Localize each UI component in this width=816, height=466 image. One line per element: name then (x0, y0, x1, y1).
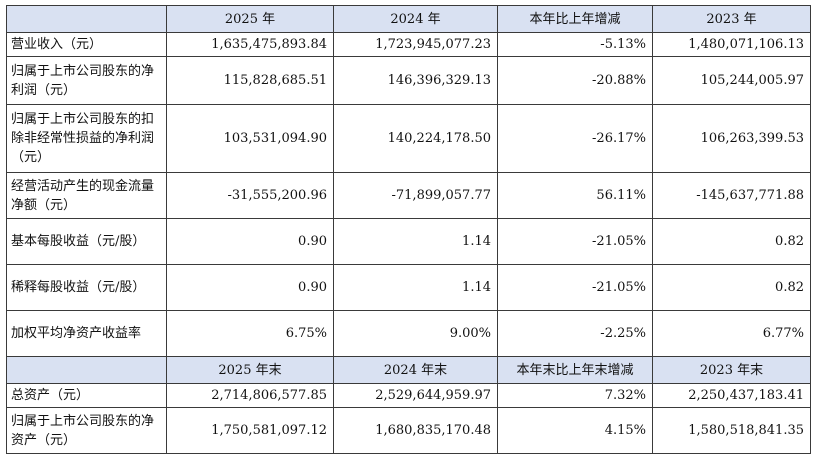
value-cell: 56.11% (497, 172, 653, 219)
value-cell: 2,529,644,959.97 (333, 383, 498, 408)
table-row: 基本每股收益（元/股） 0.90 1.14 -21.05% 0.82 (6, 218, 811, 265)
header-cell: 2024 年 (333, 5, 498, 33)
table-header-row: 2025 年末 2024 年末 本年末比上年末增减 2023 年末 (6, 356, 811, 384)
value-cell: 1.14 (333, 218, 498, 265)
financial-data-table: 2025 年 2024 年 本年比上年增减 2023 年 营业收入（元） 1,6… (6, 5, 811, 454)
value-cell: -20.88% (497, 56, 653, 105)
value-cell: 6.75% (166, 310, 334, 357)
table-header-row: 2025 年 2024 年 本年比上年增减 2023 年 (6, 5, 811, 33)
header-cell: 本年末比上年末增减 (497, 356, 653, 384)
value-cell: 1,750,581,097.12 (166, 407, 334, 454)
value-cell: 0.90 (166, 218, 334, 265)
table-row: 经营活动产生的现金流量净额（元） -31,555,200.96 -71,899,… (6, 172, 811, 219)
table-row: 归属于上市公司股东的扣除非经常性损益的净利润（元） 103,531,094.90… (6, 104, 811, 173)
value-cell: -21.05% (497, 218, 653, 265)
value-cell: -21.05% (497, 264, 653, 311)
value-cell: 140,224,178.50 (333, 104, 498, 173)
value-cell: -31,555,200.96 (166, 172, 334, 219)
header-cell: 2025 年 (166, 5, 334, 33)
value-cell: 103,531,094.90 (166, 104, 334, 173)
row-label: 归属于上市公司股东的扣除非经常性损益的净利润（元） (6, 104, 167, 173)
value-cell: 106,263,399.53 (652, 104, 811, 173)
value-cell: 1,635,475,893.84 (166, 32, 334, 57)
table-row: 稀释每股收益（元/股） 0.90 1.14 -21.05% 0.82 (6, 264, 811, 311)
row-label: 营业收入（元） (6, 32, 167, 57)
header-cell: 2023 年末 (652, 356, 811, 384)
table-row: 归属于上市公司股东的净利润（元） 115,828,685.51 146,396,… (6, 56, 811, 105)
table-row: 营业收入（元） 1,635,475,893.84 1,723,945,077.2… (6, 32, 811, 57)
value-cell: 7.32% (497, 383, 653, 408)
table-row: 加权平均净资产收益率 6.75% 9.00% -2.25% 6.77% (6, 310, 811, 357)
header-cell: 本年比上年增减 (497, 5, 653, 33)
row-label: 总资产（元） (6, 383, 167, 408)
header-cell (6, 356, 167, 384)
row-label: 稀释每股收益（元/股） (6, 264, 167, 311)
value-cell: 1,580,518,841.35 (652, 407, 811, 454)
value-cell: 9.00% (333, 310, 498, 357)
header-cell (6, 5, 167, 33)
table-row: 总资产（元） 2,714,806,577.85 2,529,644,959.97… (6, 383, 811, 408)
row-label: 基本每股收益（元/股） (6, 218, 167, 265)
table-row: 归属于上市公司股东的净资产（元） 1,750,581,097.12 1,680,… (6, 407, 811, 454)
value-cell: -145,637,771.88 (652, 172, 811, 219)
row-label: 加权平均净资产收益率 (6, 310, 167, 357)
value-cell: 1.14 (333, 264, 498, 311)
row-label: 经营活动产生的现金流量净额（元） (6, 172, 167, 219)
value-cell: 1,723,945,077.23 (333, 32, 498, 57)
value-cell: 1,680,835,170.48 (333, 407, 498, 454)
value-cell: 105,244,005.97 (652, 56, 811, 105)
header-cell: 2024 年末 (333, 356, 498, 384)
value-cell: 146,396,329.13 (333, 56, 498, 105)
value-cell: 0.82 (652, 218, 811, 265)
value-cell: -26.17% (497, 104, 653, 173)
value-cell: 4.15% (497, 407, 653, 454)
value-cell: 1,480,071,106.13 (652, 32, 811, 57)
value-cell: 6.77% (652, 310, 811, 357)
value-cell: -2.25% (497, 310, 653, 357)
header-cell: 2025 年末 (166, 356, 334, 384)
value-cell: 0.82 (652, 264, 811, 311)
value-cell: 115,828,685.51 (166, 56, 334, 105)
header-cell: 2023 年 (652, 5, 811, 33)
value-cell: 2,714,806,577.85 (166, 383, 334, 408)
row-label: 归属于上市公司股东的净利润（元） (6, 56, 167, 105)
value-cell: 0.90 (166, 264, 334, 311)
value-cell: 2,250,437,183.41 (652, 383, 811, 408)
value-cell: -71,899,057.77 (333, 172, 498, 219)
value-cell: -5.13% (497, 32, 653, 57)
row-label: 归属于上市公司股东的净资产（元） (6, 407, 167, 454)
